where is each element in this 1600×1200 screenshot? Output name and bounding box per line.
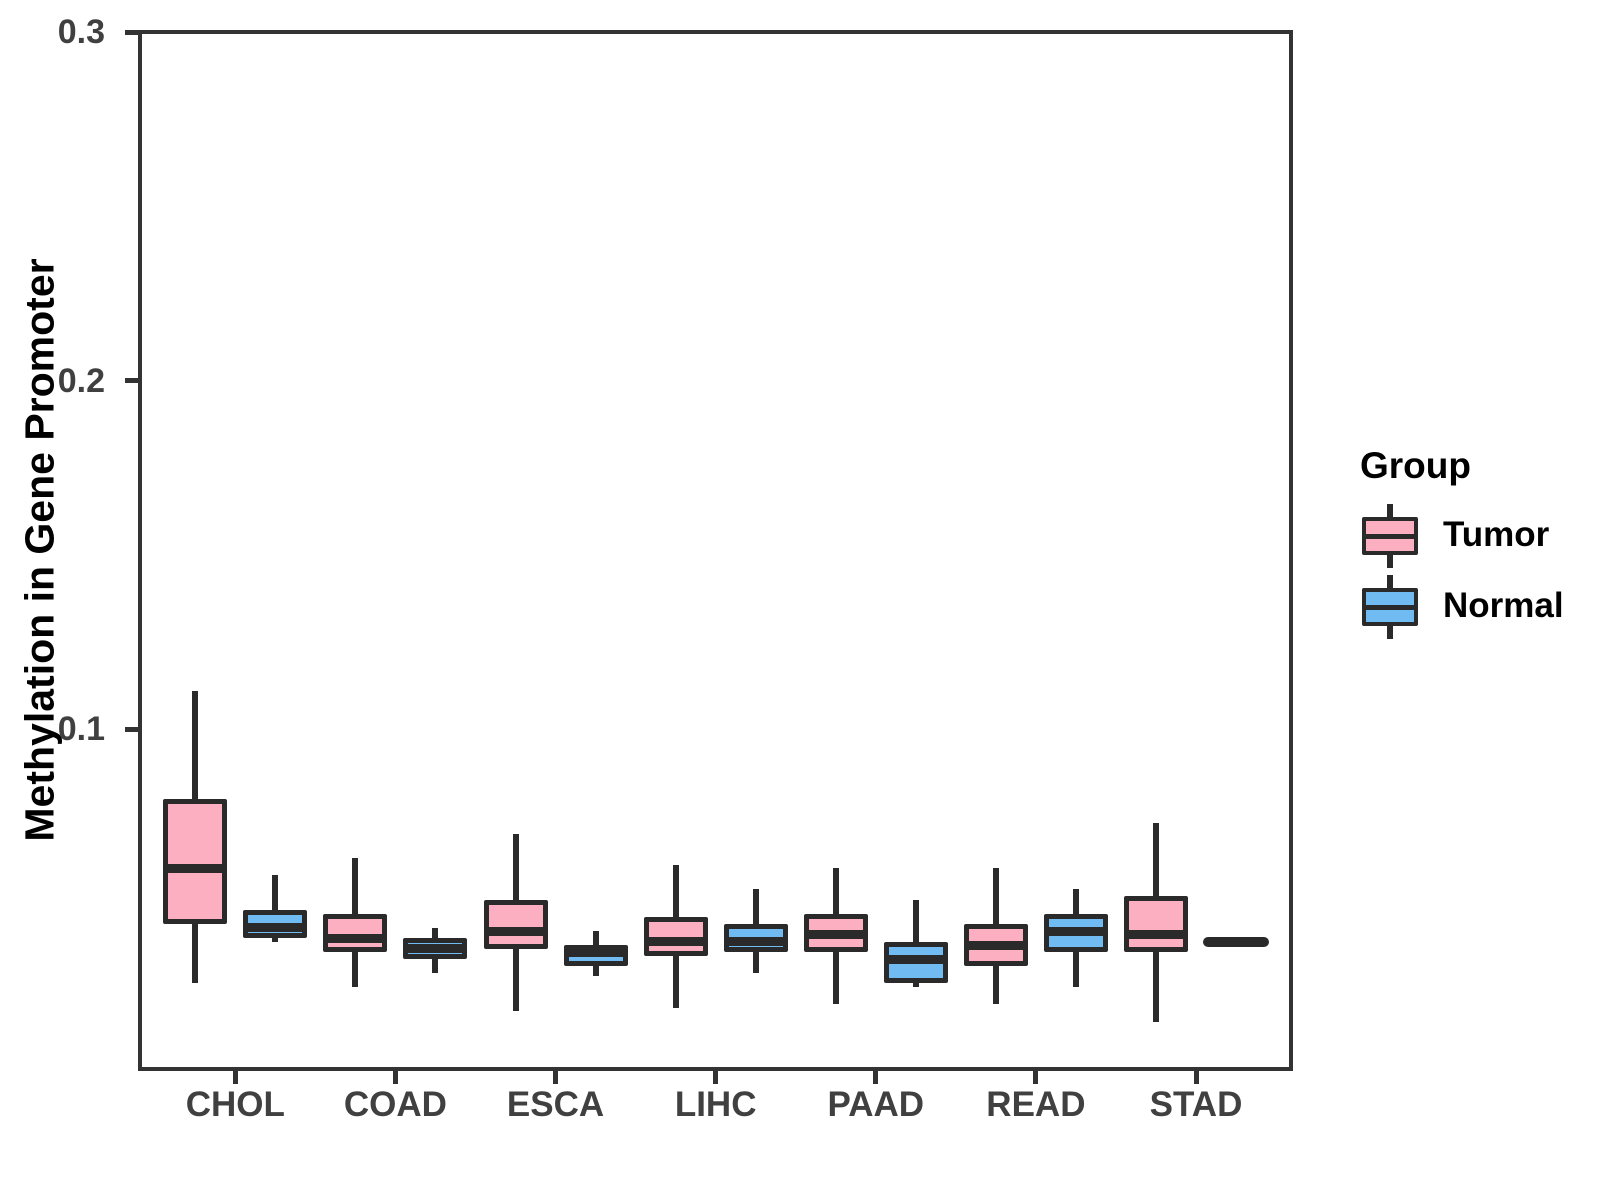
box-coad-tumor xyxy=(323,913,388,953)
box-stad-tumor xyxy=(1124,896,1189,953)
median-lihc-normal xyxy=(728,937,783,947)
x-tick-mark xyxy=(873,1071,879,1084)
plot-panel xyxy=(138,30,1293,1071)
x-tick-label-stad: STAD xyxy=(1149,1085,1243,1124)
median-lihc-tumor xyxy=(648,937,703,947)
x-tick-mark xyxy=(232,1071,238,1084)
median-coad-normal xyxy=(408,944,463,954)
median-stad-tumor xyxy=(1129,930,1184,940)
whisker-chol-normal xyxy=(272,875,279,942)
x-tick-mark xyxy=(713,1071,719,1084)
flatline-stad-normal xyxy=(1203,936,1270,947)
median-chol-normal xyxy=(248,923,303,933)
box-chol-tumor xyxy=(163,798,228,925)
legend-title: Group xyxy=(1360,445,1471,486)
legend-label-normal: Normal xyxy=(1443,586,1564,625)
median-read-tumor xyxy=(968,940,1023,950)
y-tick-mark xyxy=(125,378,138,383)
box-chol-normal xyxy=(243,910,308,939)
x-tick-label-lihc: LIHC xyxy=(674,1085,757,1124)
x-tick-label-chol: CHOL xyxy=(185,1085,285,1124)
x-tick-label-paad: PAAD xyxy=(827,1085,925,1124)
box-paad-normal xyxy=(883,941,948,984)
y-tick-mark xyxy=(125,29,138,35)
legend-label-tumor: Tumor xyxy=(1443,515,1550,554)
median-esca-normal xyxy=(568,947,623,957)
tumor-boxplot-key-icon xyxy=(1360,504,1420,568)
legend-entry-tumor: Tumor xyxy=(1360,504,1600,568)
x-tick-label-coad: COAD xyxy=(343,1085,447,1124)
box-lihc-tumor xyxy=(643,917,708,956)
legend: Group Tumor Normal xyxy=(1335,445,1600,645)
x-tick-mark xyxy=(553,1071,559,1084)
x-tick-label-esca: ESCA xyxy=(506,1085,605,1124)
box-paad-tumor xyxy=(803,913,868,953)
y-tick-label: 0.1 xyxy=(57,710,105,748)
y-tick-mark xyxy=(125,726,138,732)
x-tick-mark xyxy=(1033,1071,1039,1084)
box-read-normal xyxy=(1043,913,1108,953)
box-coad-normal xyxy=(403,938,468,959)
box-read-tumor xyxy=(963,924,1028,966)
y-tick-label: 0.3 xyxy=(57,13,105,51)
x-tick-label-read: READ xyxy=(986,1085,1086,1124)
median-coad-tumor xyxy=(328,933,383,943)
median-paad-tumor xyxy=(808,930,863,940)
x-tick-mark xyxy=(1193,1071,1199,1084)
box-lihc-normal xyxy=(723,924,788,953)
median-read-normal xyxy=(1048,926,1103,936)
y-axis-title: Methylation in Gene Promoter xyxy=(16,258,63,842)
x-tick-mark xyxy=(392,1071,398,1084)
y-tick-label: 0.2 xyxy=(57,361,105,400)
median-esca-tumor xyxy=(488,926,543,936)
box-esca-normal xyxy=(563,945,628,966)
median-chol-tumor xyxy=(168,863,223,873)
median-paad-normal xyxy=(888,954,943,964)
legend-entry-normal: Normal xyxy=(1360,575,1600,639)
box-esca-tumor xyxy=(483,899,548,949)
normal-boxplot-key-icon xyxy=(1360,575,1420,639)
